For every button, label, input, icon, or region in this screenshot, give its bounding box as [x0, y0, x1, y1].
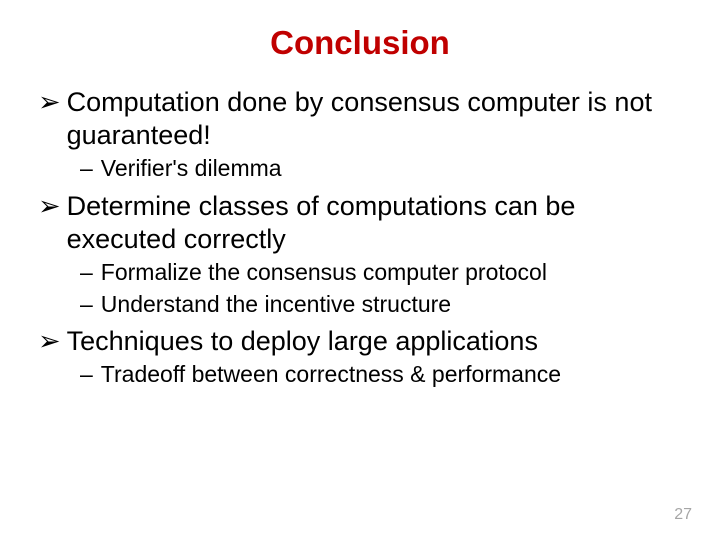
bullet-group: ➢ Determine classes of computations can … [38, 190, 688, 320]
bullet-group: ➢ Computation done by consensus computer… [38, 86, 688, 184]
arrow-icon: ➢ [38, 86, 61, 119]
bullet-sub: – Understand the incentive structure [80, 290, 688, 320]
bullet-text: Computation done by consensus computer i… [67, 86, 688, 152]
bullet-main: ➢ Determine classes of computations can … [38, 190, 688, 256]
arrow-icon: ➢ [38, 190, 61, 223]
bullet-sub: – Tradeoff between correctness & perform… [80, 360, 688, 390]
bullet-main: ➢ Techniques to deploy large application… [38, 325, 688, 358]
dash-icon: – [80, 258, 93, 288]
dash-icon: – [80, 360, 93, 390]
dash-icon: – [80, 290, 93, 320]
slide: Conclusion ➢ Computation done by consens… [0, 0, 720, 540]
sub-text: Tradeoff between correctness & performan… [101, 360, 688, 390]
bullet-group: ➢ Techniques to deploy large application… [38, 325, 688, 390]
bullet-main: ➢ Computation done by consensus computer… [38, 86, 688, 152]
sub-text: Formalize the consensus computer protoco… [101, 258, 688, 288]
bullet-text: Techniques to deploy large applications [67, 325, 688, 358]
sub-text: Understand the incentive structure [101, 290, 688, 320]
page-number: 27 [674, 506, 692, 524]
bullet-sub: – Formalize the consensus computer proto… [80, 258, 688, 288]
bullet-text: Determine classes of computations can be… [67, 190, 688, 256]
sub-text: Verifier's dilemma [101, 154, 688, 184]
arrow-icon: ➢ [38, 325, 61, 358]
slide-content: ➢ Computation done by consensus computer… [32, 86, 688, 390]
slide-title: Conclusion [32, 24, 688, 62]
dash-icon: – [80, 154, 93, 184]
bullet-sub: – Verifier's dilemma [80, 154, 688, 184]
